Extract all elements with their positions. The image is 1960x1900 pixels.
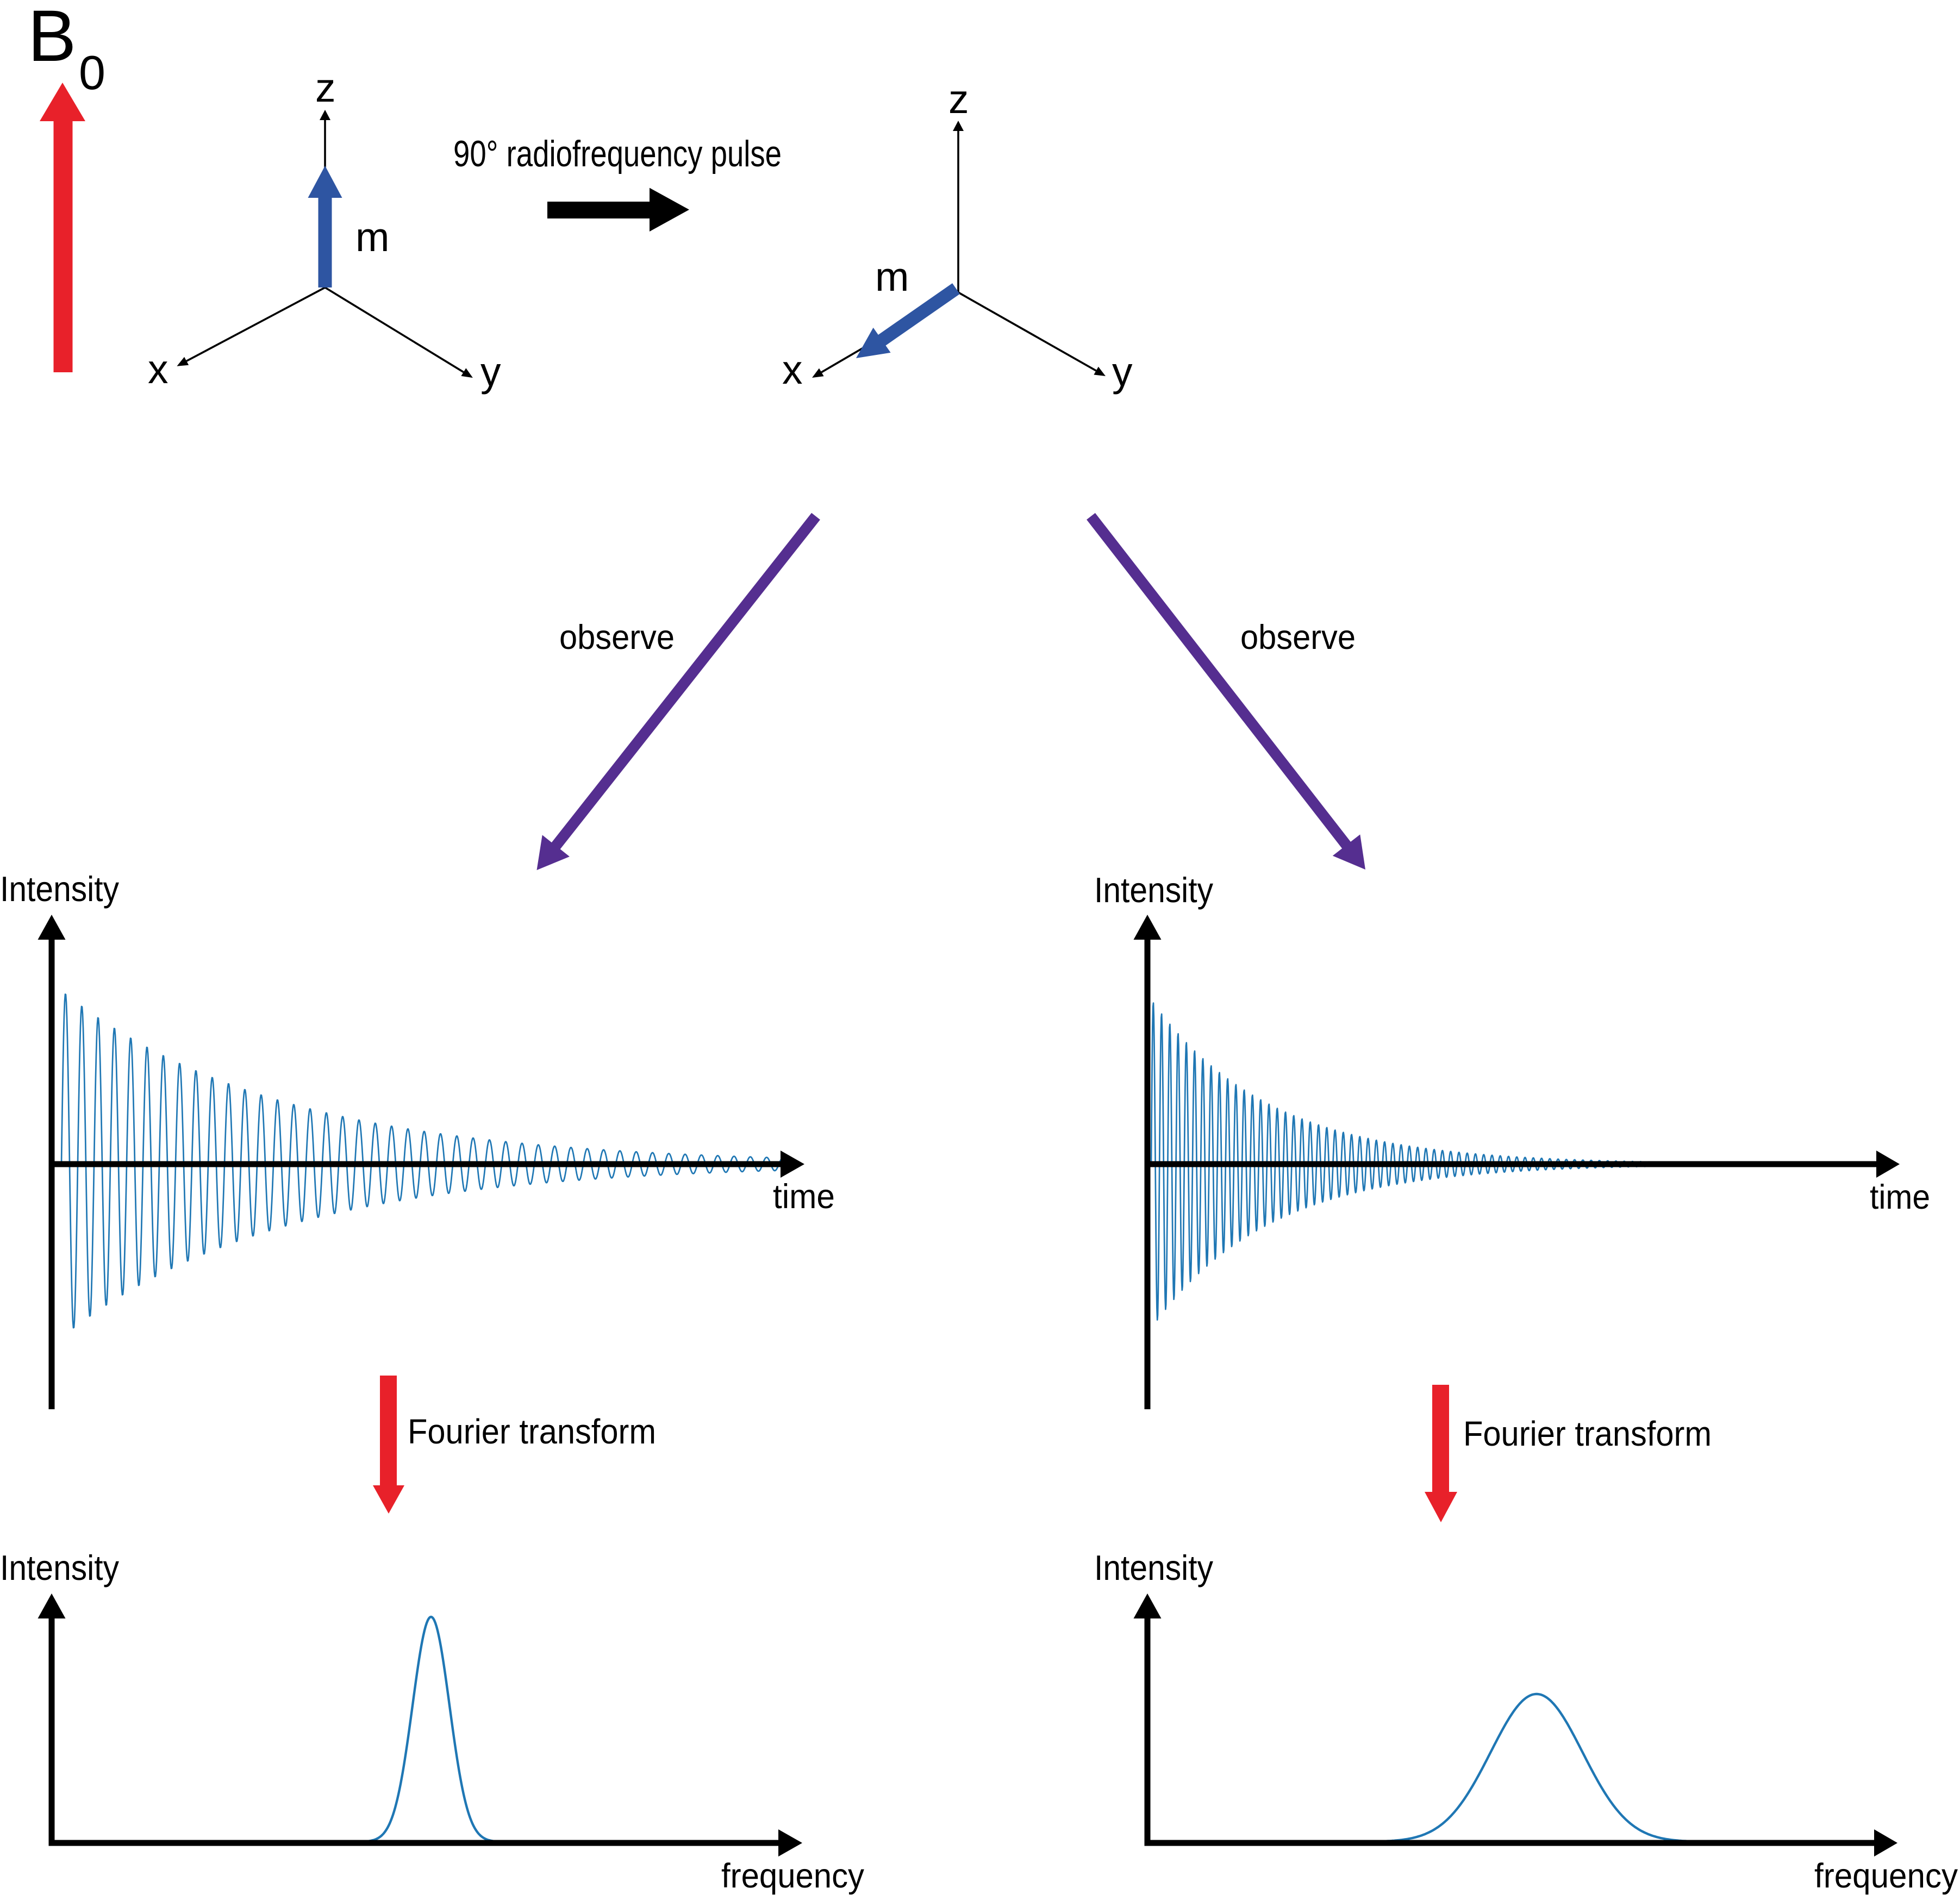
svg-text:Intensity: Intensity: [0, 1548, 119, 1588]
svg-text:Intensity: Intensity: [1094, 870, 1213, 910]
svg-text:x: x: [148, 346, 168, 392]
svg-text:x: x: [782, 347, 803, 392]
svg-text:frequency: frequency: [721, 1857, 864, 1895]
svg-text:Intensity: Intensity: [1094, 1548, 1213, 1588]
svg-text:m: m: [355, 214, 389, 260]
svg-text:0: 0: [79, 46, 105, 99]
svg-text:observe: observe: [559, 618, 675, 657]
svg-text:Fourier transform: Fourier transform: [408, 1412, 656, 1451]
svg-text:y: y: [1112, 349, 1133, 395]
svg-text:time: time: [1870, 1178, 1930, 1216]
svg-text:y: y: [480, 349, 501, 395]
svg-text:90° radiofrequency pulse: 90° radiofrequency pulse: [453, 133, 782, 174]
svg-text:Fourier transform: Fourier transform: [1463, 1414, 1712, 1453]
svg-text:z: z: [948, 76, 969, 122]
svg-text:time: time: [773, 1178, 835, 1216]
svg-text:observe: observe: [1240, 618, 1356, 657]
svg-text:z: z: [315, 65, 336, 110]
svg-text:m: m: [875, 254, 909, 299]
svg-text:frequency: frequency: [1814, 1857, 1958, 1895]
svg-text:Intensity: Intensity: [0, 869, 119, 909]
svg-text:B: B: [28, 0, 76, 77]
